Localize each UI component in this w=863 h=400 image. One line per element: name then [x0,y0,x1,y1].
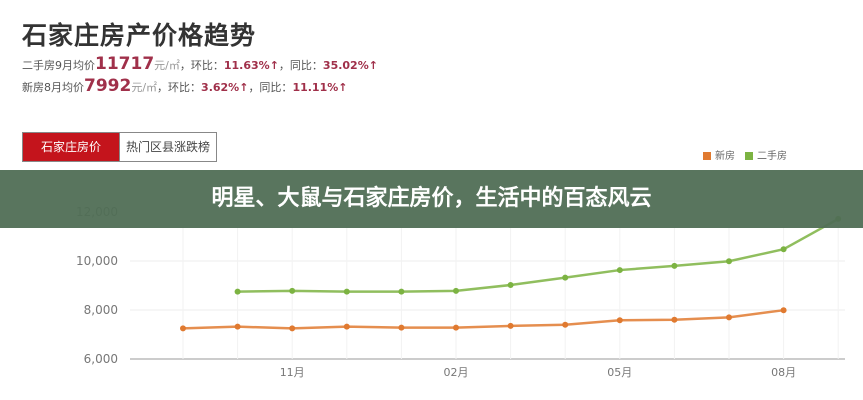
legend-label: 二手房 [757,151,787,162]
data-point [671,316,678,323]
data-point [234,288,241,295]
mom: 3.62%↑ [201,81,249,94]
label: ，同比： [248,81,293,94]
label: ，环比： [157,81,202,94]
series-line-1 [237,217,839,293]
label: ，环比： [179,59,224,72]
x-tick-label: 05月 [607,366,632,379]
label: 二手房9月均价 [22,59,95,72]
legend-label: 新房 [715,151,735,162]
legend: 新房 二手房 [703,147,787,162]
series-line-0 [182,308,784,330]
yoy: 35.02%↑ [322,59,378,72]
unit: 元/㎡ [154,59,180,72]
data-point [726,258,732,265]
data-point [562,274,569,281]
x-tick-label: 08月 [771,366,796,379]
x-tick-label: 11月 [280,366,305,379]
y-tick-label: 6,000 [84,352,118,366]
data-point [616,317,623,324]
data-point [453,324,459,331]
data-point [780,307,787,314]
data-point [507,282,514,289]
page-title: 石家庄房产价格趋势 [22,21,257,50]
data-point [343,288,350,295]
data-point [398,324,405,331]
headline-banner: 明星、大鼠与石家庄房价，生活中的百态风云 [0,170,863,228]
y-tick-label: 10,000 [76,254,118,268]
data-point [234,323,241,330]
data-point [398,288,405,295]
yoy: 11.11%↑ [292,81,348,94]
tab-city-price[interactable]: 石家庄房价 [23,133,119,161]
legend-item-new[interactable]: 新房 [703,147,735,162]
data-point [453,287,459,294]
mom: 11.63%↑ [223,59,279,72]
price: 7992 [84,76,132,96]
y-tick-label: 8,000 [84,303,118,317]
data-point [726,314,732,321]
data-point [671,262,678,269]
data-point [616,267,623,274]
x-tick-label: 02月 [444,366,469,379]
legend-swatch [745,152,753,160]
data-point [507,322,514,329]
data-point [289,325,296,332]
tab-district-ranking[interactable]: 热门区县涨跌榜 [119,133,217,161]
new-house-summary: 新房8月均价7992元/㎡，环比：3.62%↑，同比：11.11%↑ [22,76,347,96]
data-point [289,287,296,294]
data-point [562,321,569,328]
label: 新房8月均价 [22,81,84,94]
data-point [780,246,787,253]
unit: 元/㎡ [131,81,158,94]
legend-item-second-hand[interactable]: 二手房 [745,147,787,162]
price: 11717 [95,54,155,74]
legend-swatch [703,152,711,160]
label: ，同比： [278,59,323,72]
data-point [343,323,350,330]
second-hand-summary: 二手房9月均价11717元/㎡，环比：11.63%↑，同比：35.02%↑ [22,54,378,74]
data-point [180,325,186,332]
tab-bar: 石家庄房价 热门区县涨跌榜 [22,132,218,162]
